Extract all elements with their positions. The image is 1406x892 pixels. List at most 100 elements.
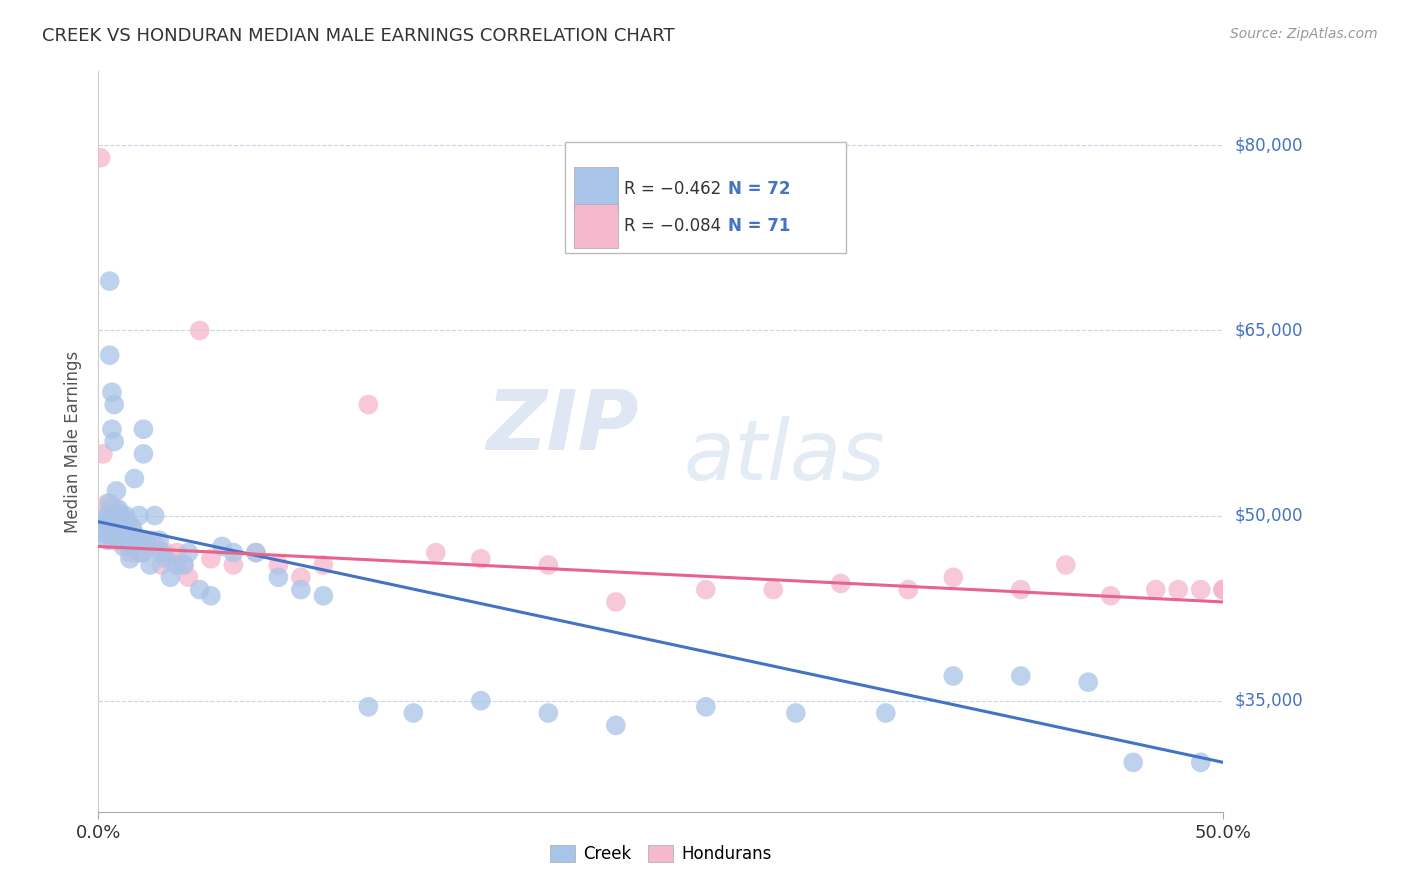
Point (98, 274, 121, 288)
Point (143, 508, 166, 523)
Point (537, 558, 560, 572)
Point (114, 533, 136, 548)
Point (96, 521, 118, 535)
Point (166, 546, 188, 560)
Point (1144, 582, 1167, 597)
Point (105, 483, 128, 498)
Point (118, 551, 141, 566)
Text: CREEK VS HONDURAN MEDIAN MALE EARNINGS CORRELATION CHART: CREEK VS HONDURAN MEDIAN MALE EARNINGS C… (42, 27, 675, 45)
Text: ZIP: ZIP (485, 386, 638, 467)
Point (96, 533, 118, 548)
Legend: Creek, Hondurans: Creek, Hondurans (543, 838, 779, 870)
Point (124, 527, 146, 541)
Point (101, 422, 124, 436)
Text: $65,000: $65,000 (1234, 321, 1303, 340)
Point (135, 533, 157, 548)
Point (425, 546, 447, 560)
Point (173, 558, 195, 572)
Point (110, 521, 132, 535)
Point (114, 521, 136, 535)
Point (942, 669, 965, 683)
Point (537, 706, 560, 720)
Point (91, 447, 114, 461)
Point (830, 576, 852, 591)
Point (114, 527, 136, 541)
Point (150, 546, 173, 560)
Point (94, 508, 117, 523)
Point (1167, 582, 1189, 597)
Text: N = 72: N = 72 (728, 180, 790, 198)
Point (290, 582, 312, 597)
Point (129, 546, 152, 560)
Point (107, 521, 129, 535)
Point (1122, 756, 1144, 770)
Point (94, 521, 117, 535)
Point (148, 533, 170, 548)
Point (110, 521, 132, 535)
Point (132, 447, 155, 461)
Point (695, 582, 717, 597)
Text: $80,000: $80,000 (1234, 136, 1303, 154)
Point (101, 533, 124, 548)
Point (135, 540, 157, 554)
Point (107, 533, 129, 548)
Point (267, 570, 290, 584)
Point (98, 521, 121, 535)
Point (103, 508, 125, 523)
Point (1010, 582, 1032, 597)
Point (98, 348, 121, 362)
FancyBboxPatch shape (574, 167, 619, 211)
Point (129, 546, 152, 560)
Point (1010, 669, 1032, 683)
Point (1212, 582, 1234, 597)
Point (200, 551, 222, 566)
Point (98, 527, 121, 541)
Point (101, 508, 124, 523)
Point (105, 502, 128, 516)
Point (96, 508, 118, 523)
Point (107, 502, 129, 516)
Point (118, 533, 141, 548)
Point (101, 515, 124, 529)
Point (107, 533, 129, 548)
Point (1212, 582, 1234, 597)
Point (173, 558, 195, 572)
Point (105, 521, 128, 535)
Point (98, 496, 121, 510)
Point (121, 533, 143, 548)
Point (117, 527, 139, 541)
Point (470, 694, 492, 708)
Point (897, 582, 920, 597)
Point (267, 558, 290, 572)
Point (1189, 582, 1212, 597)
Point (1212, 582, 1234, 597)
Point (132, 546, 155, 560)
Point (103, 508, 125, 523)
Point (103, 398, 125, 412)
Point (128, 508, 150, 523)
Y-axis label: Median Male Earnings: Median Male Earnings (65, 351, 83, 533)
Point (785, 706, 807, 720)
Text: atlas: atlas (683, 416, 884, 497)
Point (98, 515, 121, 529)
Point (107, 515, 129, 529)
Point (357, 398, 380, 412)
Point (98, 502, 121, 516)
Point (91, 521, 114, 535)
Point (110, 508, 132, 523)
Point (222, 558, 245, 572)
Point (605, 718, 627, 732)
Point (94, 515, 117, 529)
Point (101, 521, 124, 535)
Point (103, 521, 125, 535)
Point (155, 546, 177, 560)
Text: Source: ZipAtlas.com: Source: ZipAtlas.com (1230, 27, 1378, 41)
Point (112, 527, 135, 541)
Point (200, 589, 222, 603)
Point (132, 422, 155, 436)
Point (357, 699, 380, 714)
Point (128, 533, 150, 548)
Point (105, 508, 128, 523)
Point (118, 540, 141, 554)
Text: R = −0.084: R = −0.084 (624, 218, 721, 235)
